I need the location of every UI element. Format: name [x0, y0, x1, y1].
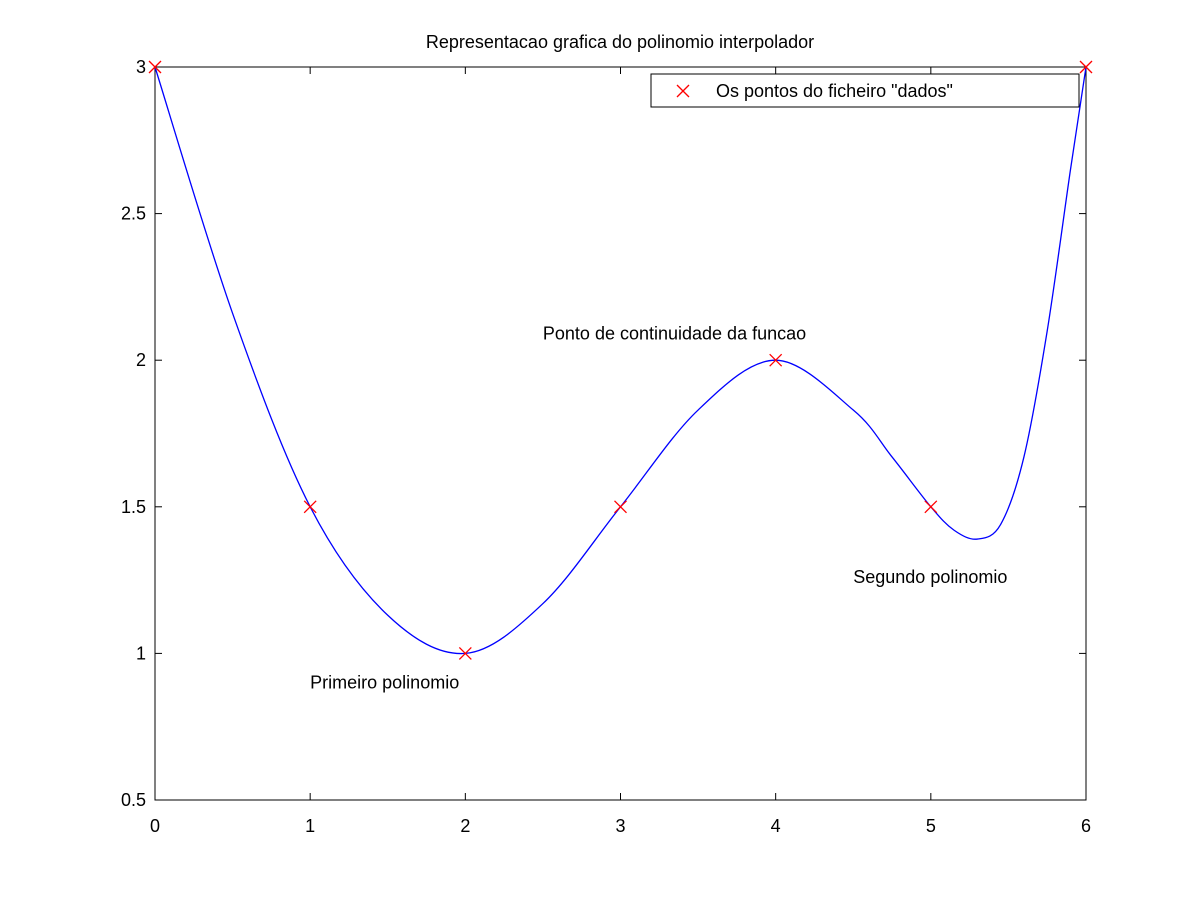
x-tick-label-5: 5 — [926, 816, 936, 836]
y-tick-label-3: 2 — [136, 350, 146, 370]
plot-frame — [154, 66, 1087, 801]
legend-box — [650, 73, 1080, 108]
x-tick-label-6: 6 — [1081, 816, 1091, 836]
y-tick-label-4: 2.5 — [121, 204, 146, 224]
x-tick-label-0: 0 — [150, 816, 160, 836]
chart-title: Representacao grafica do polinomio inter… — [426, 32, 814, 52]
legend: Os pontos do ficheiro "dados" — [650, 73, 1080, 108]
y-tick-labels: 0.5 1 1.5 2 2.5 3 — [121, 57, 146, 810]
legend-x-mark — [676, 84, 690, 98]
y-tick-label-5: 3 — [136, 57, 146, 77]
x-tick-label-2: 2 — [460, 816, 470, 836]
x-tick-label-4: 4 — [771, 816, 781, 836]
data-point-4 — [769, 353, 783, 367]
data-point-3 — [614, 500, 627, 514]
y-tick-label-0: 0.5 — [121, 790, 146, 810]
data-point-5 — [924, 500, 938, 514]
data-point-0 — [148, 60, 162, 74]
y-tick-label-2: 1.5 — [121, 497, 146, 517]
data-point-6 — [1079, 60, 1093, 74]
annotations: Ponto de continuidade da funcao Primeiro … — [310, 324, 1007, 693]
x-tick-label-1: 1 — [305, 816, 315, 836]
axis-ticks — [154, 66, 1087, 801]
x-tick-labels: 0 1 2 3 4 5 6 — [150, 816, 1091, 836]
data-point-2 — [458, 646, 472, 660]
series-data-points — [148, 60, 1093, 660]
y-tick-label-1: 1 — [136, 643, 146, 663]
annotation-1: Primeiro polinomio — [310, 673, 459, 693]
annotation-0: Ponto de continuidade da funcao — [543, 324, 806, 344]
x-tick-label-3: 3 — [615, 816, 625, 836]
legend-entry-label: Os pontos do ficheiro "dados" — [716, 81, 953, 101]
series-interpolating-polynomial — [154, 66, 1087, 655]
data-point-1 — [303, 500, 317, 514]
annotation-2: Segundo polinomio — [853, 567, 1007, 587]
legend-marker-x-icon — [676, 84, 690, 98]
